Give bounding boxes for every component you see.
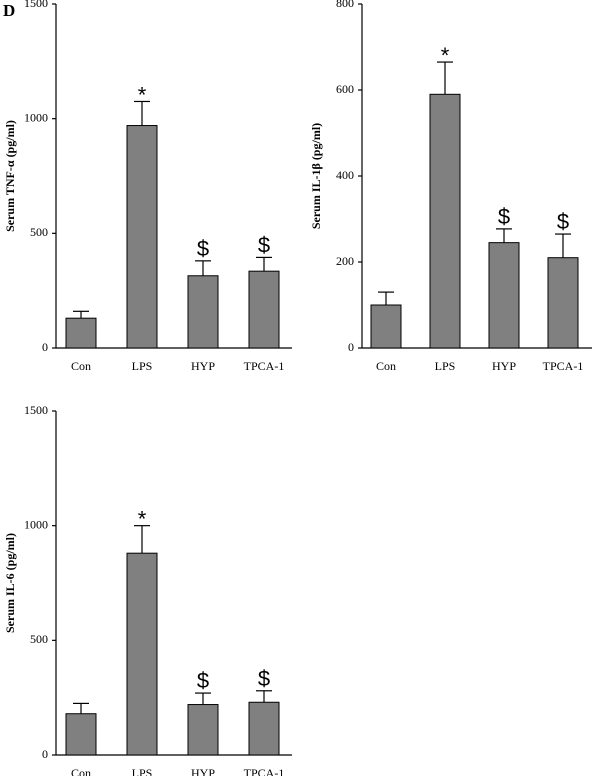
significance-marker: $	[197, 236, 209, 261]
bar-hyp	[488, 242, 520, 349]
bar-con	[65, 713, 97, 756]
y-tick-label: 600	[336, 82, 354, 96]
bar-hyp	[187, 275, 219, 349]
y-axis-label: Serum IL-1β (pg/ml)	[309, 123, 323, 229]
y-tick-label: 1500	[24, 403, 48, 417]
bar-tpca-1	[248, 701, 280, 756]
significance-marker: $	[197, 668, 209, 693]
x-tick-label: Con	[376, 359, 396, 373]
x-tick-label: LPS	[132, 359, 153, 373]
x-tick-label: LPS	[435, 359, 456, 373]
significance-marker: $	[258, 232, 270, 257]
x-tick-label: Con	[71, 766, 91, 776]
bar-con	[370, 304, 402, 349]
significance-marker: *	[138, 82, 147, 107]
significance-marker: $	[258, 666, 270, 691]
bar-con	[65, 317, 97, 349]
y-tick-label: 0	[348, 340, 354, 354]
x-tick-label: TPCA-1	[244, 359, 285, 373]
bar-lps	[429, 93, 461, 349]
y-tick-label: 800	[336, 0, 354, 10]
y-tick-label: 0	[42, 340, 48, 354]
significance-marker: $	[557, 209, 569, 234]
x-tick-label: TPCA-1	[244, 766, 285, 776]
x-tick-label: HYP	[191, 766, 215, 776]
bar-lps	[126, 552, 158, 756]
x-tick-label: HYP	[191, 359, 215, 373]
x-tick-label: HYP	[492, 359, 516, 373]
significance-marker: $	[498, 204, 510, 229]
bar-hyp	[187, 704, 219, 756]
y-tick-label: 1000	[24, 517, 48, 531]
bar-tpca-1	[248, 270, 280, 349]
bar-lps	[126, 125, 158, 349]
panel-label: D	[3, 1, 16, 20]
y-axis-label: Serum TNF-α (pg/ml)	[3, 120, 17, 232]
y-tick-label: 1000	[24, 110, 48, 124]
significance-marker: *	[138, 507, 147, 532]
x-tick-label: Con	[71, 359, 91, 373]
bar-tpca-1	[547, 257, 579, 349]
y-tick-label: 500	[30, 225, 48, 239]
x-tick-label: TPCA-1	[543, 359, 584, 373]
y-axis-label: Serum IL-6 (pg/ml)	[3, 533, 17, 633]
y-tick-label: 0	[42, 747, 48, 761]
x-tick-label: LPS	[132, 766, 153, 776]
y-tick-label: 1500	[24, 0, 48, 10]
significance-marker: *	[441, 43, 450, 68]
y-tick-label: 500	[30, 632, 48, 646]
y-tick-label: 200	[336, 254, 354, 268]
y-tick-label: 400	[336, 168, 354, 182]
